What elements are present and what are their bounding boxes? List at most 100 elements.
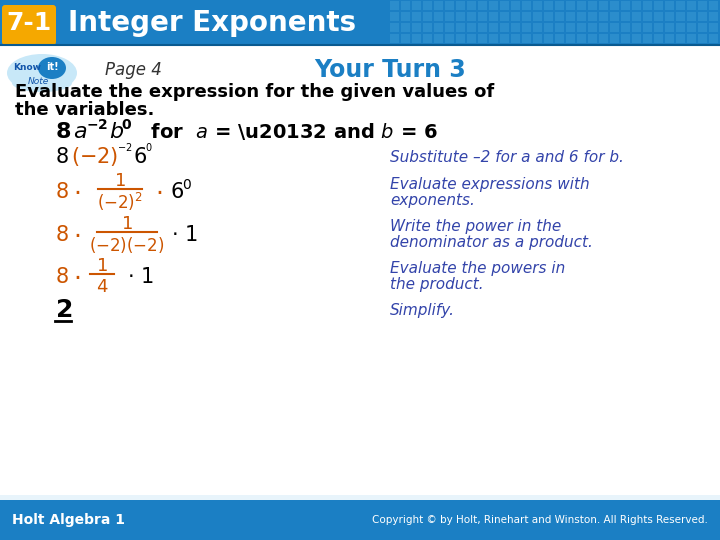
Bar bbox=[687, 23, 696, 32]
Bar bbox=[500, 23, 509, 32]
Bar bbox=[522, 1, 531, 10]
Bar bbox=[456, 23, 465, 32]
Text: $8$: $8$ bbox=[55, 182, 68, 202]
Bar bbox=[434, 34, 443, 43]
Text: Evaluate the powers in: Evaluate the powers in bbox=[390, 261, 565, 276]
Bar bbox=[390, 1, 399, 10]
Bar bbox=[687, 34, 696, 43]
Bar bbox=[632, 23, 641, 32]
Bar bbox=[621, 1, 630, 10]
Bar bbox=[489, 34, 498, 43]
Bar bbox=[423, 12, 432, 21]
Bar bbox=[643, 23, 652, 32]
Text: Evaluate expressions with: Evaluate expressions with bbox=[390, 178, 590, 192]
Bar bbox=[588, 1, 597, 10]
Bar bbox=[687, 12, 696, 21]
Bar bbox=[489, 1, 498, 10]
Bar bbox=[599, 1, 608, 10]
FancyBboxPatch shape bbox=[2, 5, 56, 45]
Bar bbox=[588, 23, 597, 32]
Text: $0$: $0$ bbox=[182, 178, 192, 192]
Text: $\mathbf{\mathit{a}}$: $\mathbf{\mathit{a}}$ bbox=[73, 122, 87, 142]
Bar bbox=[401, 34, 410, 43]
Bar bbox=[533, 12, 542, 21]
Bar bbox=[577, 23, 586, 32]
Bar bbox=[599, 23, 608, 32]
Bar bbox=[654, 34, 663, 43]
Bar bbox=[434, 1, 443, 10]
Bar bbox=[445, 12, 454, 21]
Bar bbox=[621, 23, 630, 32]
Bar bbox=[445, 1, 454, 10]
Bar bbox=[445, 23, 454, 32]
Bar bbox=[456, 1, 465, 10]
Bar bbox=[566, 1, 575, 10]
Bar bbox=[676, 12, 685, 21]
Text: the product.: the product. bbox=[390, 278, 484, 293]
Bar bbox=[456, 34, 465, 43]
Bar bbox=[698, 12, 707, 21]
Text: $\cdot\ 1$: $\cdot\ 1$ bbox=[127, 267, 154, 287]
Text: $4$: $4$ bbox=[96, 278, 108, 296]
Bar bbox=[456, 12, 465, 21]
Text: Integer Exponents: Integer Exponents bbox=[68, 9, 356, 37]
Bar bbox=[445, 34, 454, 43]
Bar bbox=[544, 12, 553, 21]
Text: $1$: $1$ bbox=[121, 215, 133, 233]
Bar bbox=[434, 23, 443, 32]
Bar bbox=[643, 34, 652, 43]
Bar bbox=[478, 23, 487, 32]
Bar bbox=[643, 1, 652, 10]
Bar bbox=[698, 1, 707, 10]
Bar bbox=[478, 34, 487, 43]
Ellipse shape bbox=[7, 54, 77, 92]
Bar bbox=[577, 34, 586, 43]
Text: Simplify.: Simplify. bbox=[390, 302, 455, 318]
Bar bbox=[0, 0, 720, 45]
Bar bbox=[500, 12, 509, 21]
Bar bbox=[544, 1, 553, 10]
Text: $(-2)(-2)$: $(-2)(-2)$ bbox=[89, 235, 165, 255]
Text: exponents.: exponents. bbox=[390, 193, 475, 208]
Bar bbox=[632, 1, 641, 10]
Bar bbox=[401, 12, 410, 21]
Text: Know: Know bbox=[13, 63, 41, 71]
Text: $\mathbf{0}$: $\mathbf{0}$ bbox=[121, 118, 132, 132]
Text: $\mathbf{-2}$: $\mathbf{-2}$ bbox=[86, 118, 108, 132]
Bar bbox=[676, 23, 685, 32]
Text: $\cdot$: $\cdot$ bbox=[73, 180, 80, 204]
Bar bbox=[533, 34, 542, 43]
Ellipse shape bbox=[12, 74, 72, 92]
Bar bbox=[566, 12, 575, 21]
Bar bbox=[467, 1, 476, 10]
Text: $\mathbf{\mathit{b}}$: $\mathbf{\mathit{b}}$ bbox=[109, 122, 124, 142]
Text: $1$: $1$ bbox=[96, 257, 108, 275]
Text: for  $\mathit{a}$ = \u20132 and $\mathit{b}$ = 6: for $\mathit{a}$ = \u20132 and $\mathit{… bbox=[137, 122, 438, 143]
Bar bbox=[0, 45, 720, 495]
Bar bbox=[434, 12, 443, 21]
Bar bbox=[687, 1, 696, 10]
Bar bbox=[665, 1, 674, 10]
Bar bbox=[566, 23, 575, 32]
Text: Evaluate the expression for the given values of: Evaluate the expression for the given va… bbox=[15, 83, 494, 101]
Text: Note: Note bbox=[27, 77, 49, 85]
Bar bbox=[533, 1, 542, 10]
Bar bbox=[478, 1, 487, 10]
Text: $8$: $8$ bbox=[55, 225, 68, 245]
Bar bbox=[500, 34, 509, 43]
Bar bbox=[478, 12, 487, 21]
Bar bbox=[0, 500, 720, 540]
Bar bbox=[544, 23, 553, 32]
Bar bbox=[533, 23, 542, 32]
Bar bbox=[610, 12, 619, 21]
Text: $1$: $1$ bbox=[114, 172, 126, 190]
Bar bbox=[654, 23, 663, 32]
Bar bbox=[401, 23, 410, 32]
Bar bbox=[621, 34, 630, 43]
Text: Write the power in the: Write the power in the bbox=[390, 219, 562, 234]
Bar bbox=[412, 34, 421, 43]
Bar bbox=[599, 34, 608, 43]
Text: $^{-2}$: $^{-2}$ bbox=[117, 143, 132, 157]
Bar bbox=[632, 34, 641, 43]
Text: $(-2)$: $(-2)$ bbox=[71, 145, 118, 168]
